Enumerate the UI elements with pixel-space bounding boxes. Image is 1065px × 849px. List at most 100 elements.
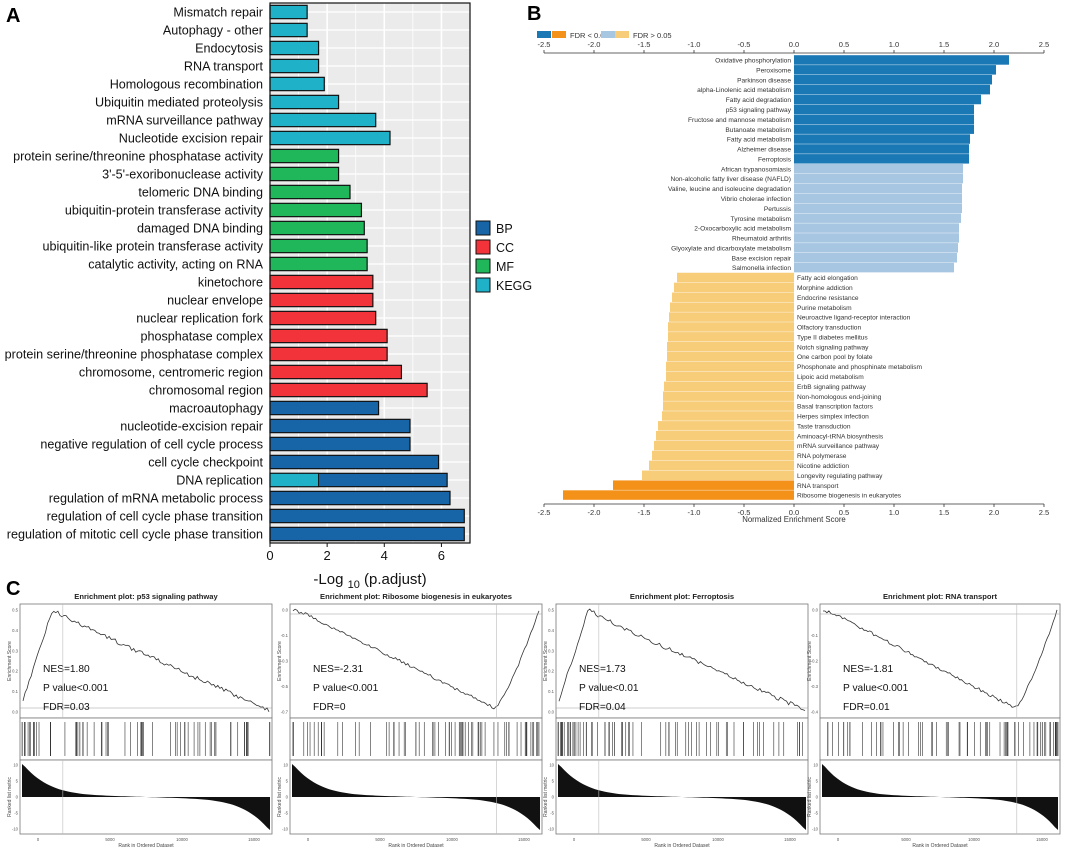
bar-b	[794, 154, 969, 164]
bar-a	[269, 454, 440, 470]
bar-b	[794, 55, 1009, 65]
category-label-b: Endocrine resistance	[797, 295, 859, 302]
legend-swatch-b	[537, 31, 551, 38]
bar-a	[269, 4, 308, 20]
x-tick-label-b: 0.5	[839, 40, 849, 49]
es-y-tick: 0.2	[12, 669, 18, 674]
bar-b	[794, 163, 963, 174]
legend-label-b: FDR < 0.05	[570, 31, 609, 40]
legend-swatch-a	[475, 220, 491, 236]
ranked-y-tick: 0	[286, 795, 289, 800]
es-y-label: Enrichment Score	[807, 641, 813, 681]
ranked-list-area	[558, 764, 806, 830]
category-label-b: Fatty acid degradation	[726, 97, 792, 104]
p-value: P value<0.001	[43, 683, 109, 694]
ranked-x-tick: 15000	[518, 837, 530, 842]
category-label-a: regulation of mitotic cell cycle phase t…	[7, 528, 263, 542]
es-y-tick: -0.1	[281, 633, 289, 638]
bar-b	[668, 332, 794, 342]
ranked-y-tick: 5	[16, 779, 19, 784]
category-label-b: Morphine addiction	[797, 285, 853, 292]
p-value: P value<0.001	[313, 683, 379, 694]
category-label-b: Ferroptosis	[758, 156, 792, 163]
ranked-x-tick: 15000	[248, 837, 260, 842]
ranked-y-tick: -10	[12, 827, 19, 832]
legend-swatch-a	[475, 277, 491, 293]
category-label-a: phosphatase complex	[140, 330, 263, 344]
bar-a	[269, 40, 320, 56]
bar-b	[652, 450, 794, 461]
es-y-tick: 0.2	[548, 669, 554, 674]
ranked-y-tick: -5	[550, 811, 554, 816]
chart-b: FDR < 0.05 FDR > 0.05 -2.5 -2.0 -1.5 -1.0 -0.5…	[537, 31, 1049, 524]
bar-b	[674, 282, 794, 293]
es-y-label: Enrichment Score	[277, 641, 283, 681]
category-label-b: Oxidative phosphorylation	[715, 58, 791, 65]
es-y-tick: 0.3	[548, 648, 554, 653]
enrichment-score-curve	[22, 610, 270, 712]
category-label-b: Salmonella infection	[732, 265, 791, 272]
category-label-b: Fatty acid metabolism	[727, 137, 792, 144]
x-tick-label-b: 2.5	[1039, 40, 1049, 49]
category-label-b: Lipoic acid metabolism	[797, 374, 864, 381]
category-label-a: ubiquitin-like protein transferase activ…	[43, 240, 264, 254]
category-label-a: cell cycle checkpoint	[148, 456, 263, 470]
category-label-a: chromosome, centromeric region	[79, 366, 263, 380]
category-label-b: Taste transduction	[797, 423, 851, 430]
category-label-b: Parkinson disease	[737, 77, 791, 84]
ranked-x-tick: 0	[837, 837, 840, 842]
x-tick-label-b: 0.0	[789, 40, 799, 49]
x-tick-label-b: -0.5	[738, 508, 751, 517]
bar-a	[269, 148, 340, 164]
category-label-b: Phosphonate and phosphinate metabolism	[797, 364, 923, 371]
bar-a	[269, 130, 391, 146]
enrichment-score-curve	[558, 608, 806, 711]
category-label-a: telomeric DNA binding	[138, 186, 263, 200]
bar-b	[677, 272, 794, 283]
category-label-b: Notch signaling pathway	[797, 344, 869, 351]
bar-b	[794, 223, 959, 233]
bar-b	[666, 371, 794, 382]
es-y-tick: 0.5	[548, 608, 554, 613]
legend-swatch-a	[475, 258, 491, 274]
fdr-value: FDR=0	[313, 702, 346, 713]
chart-c: Enrichment plot: p53 signaling pathway En…	[7, 592, 1061, 849]
legend-swatch-b	[601, 31, 615, 38]
category-label-b: Glyoxylate and dicarboxylate metabolism	[671, 245, 791, 252]
hits-frame	[819, 717, 1061, 761]
bar-b	[794, 262, 954, 273]
x-axis-label-a: -Log 10 (p.adjust)	[313, 571, 426, 591]
legend-swatch-b	[552, 31, 566, 38]
x-tick-label-b: -2.5	[538, 508, 551, 517]
bar-b	[649, 460, 794, 471]
category-label-a: RNA transport	[184, 60, 264, 74]
ranked-y-tick: 0	[816, 795, 819, 800]
ranked-list-area	[292, 764, 540, 830]
category-label-a: protein serine/threonine phosphatase com…	[5, 348, 264, 362]
es-y-tick: -0.3	[281, 659, 289, 664]
bar-b	[670, 302, 794, 312]
category-label-b: African trypanosomiasis	[721, 166, 792, 173]
category-label-b: Purine metabolism	[797, 305, 852, 312]
bar-a	[269, 220, 365, 236]
legend-swatch-a	[475, 239, 491, 255]
panel-label-a: A	[6, 5, 20, 27]
bar-b	[794, 104, 974, 115]
es-y-tick: 0.0	[282, 608, 288, 613]
x-tick-label-b: 0.5	[839, 508, 849, 517]
category-label-a: catalytic activity, acting on RNA	[88, 258, 263, 272]
category-label-b: Ribosome biogenesis in eukaryotes	[797, 493, 902, 500]
x-tick-label-a: 4	[381, 548, 388, 563]
es-y-tick: 0.0	[12, 710, 18, 715]
category-label-b: Peroxisome	[756, 67, 791, 74]
bar-b	[794, 134, 970, 144]
bar-a	[269, 328, 388, 344]
ranked-y-tick: 10	[283, 763, 288, 768]
es-y-tick: 0.3	[12, 648, 18, 653]
bar-a	[269, 292, 374, 308]
bar-a	[269, 166, 340, 182]
ranked-y-tick: -10	[812, 827, 819, 832]
ranked-x-tick: 0	[573, 837, 576, 842]
category-label-b: Fructose and mannose metabolism	[688, 117, 791, 124]
bar-b	[563, 490, 794, 500]
